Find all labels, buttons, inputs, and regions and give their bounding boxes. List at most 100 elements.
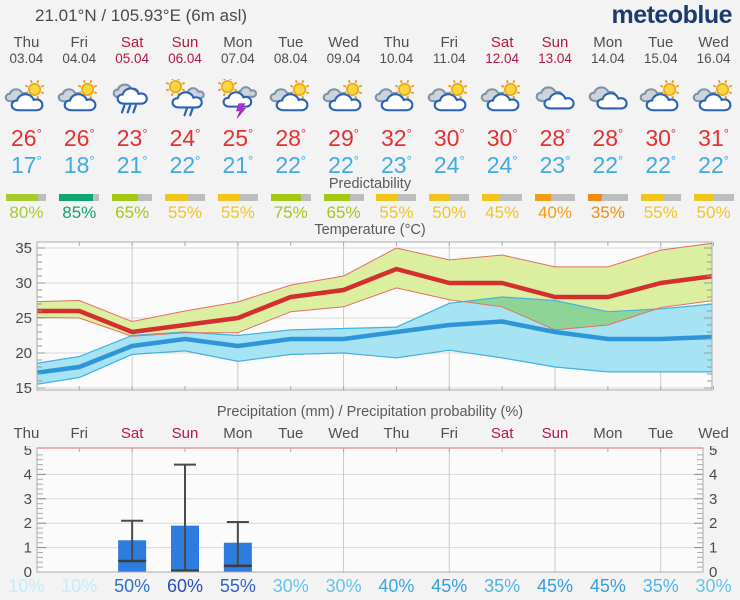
max-temperature: 30° <box>645 125 677 151</box>
day-column-header[interactable]: Fri 11.04 <box>423 34 476 66</box>
y-axis-label: 35 <box>15 240 32 257</box>
day-column-header[interactable]: Wed 09.04 <box>317 34 370 66</box>
day-date: 06.04 <box>168 51 202 66</box>
day-name: Fri <box>440 34 459 51</box>
day-column-header[interactable]: Tue 08.04 <box>264 34 317 66</box>
day-column-header[interactable]: Tue 15.04 <box>634 34 687 66</box>
max-temperature: 28° <box>275 125 307 151</box>
min-temperature: 22° <box>275 152 307 178</box>
thunderstorm-icon <box>217 79 257 119</box>
min-band-edge <box>37 296 712 364</box>
y-axis-label: 0 <box>24 564 32 578</box>
precipitation-probability: 30% <box>272 576 309 596</box>
predictability-bar <box>112 194 153 201</box>
day-column-header[interactable]: Mon 14.04 <box>581 34 634 66</box>
degree-symbol: ° <box>512 126 518 141</box>
predictability-bar-cell <box>317 194 370 201</box>
plot-background <box>37 448 703 572</box>
predictability-bar-cell <box>0 194 53 201</box>
predictability-percent-row: 80% 85% 65% 55% 55% 75% 65% 55% 50% 45% 40% 35% 55% 5… <box>0 203 740 223</box>
degree-symbol: ° <box>406 126 412 141</box>
precipitation-probability: 10% <box>8 576 45 596</box>
weather-icon-cell <box>581 79 634 119</box>
weather-icon-cell <box>370 79 423 119</box>
sun-cloud-icon <box>427 79 468 112</box>
max-temperature: 31° <box>698 125 729 151</box>
degree-symbol: ° <box>300 126 307 141</box>
y-axis-label-right: 3 <box>709 491 717 508</box>
precipitation-probability: 45% <box>536 576 573 596</box>
temperature-chart: 15 20 25 30 35 <box>15 240 715 397</box>
min-temperature-row: 17° 18° 21° 22° 21° 22° 22° 23° 24° 24° 23° 22° 22° 2… <box>0 148 740 178</box>
degree-symbol: ° <box>670 126 677 141</box>
day-name: Tue <box>648 34 674 51</box>
day-name: Mon <box>593 34 623 51</box>
predictability-bar <box>270 194 311 201</box>
degree-symbol: ° <box>618 153 624 168</box>
degree-symbol: ° <box>353 126 359 141</box>
predictability-bar-cell <box>687 194 740 201</box>
precip-day-name: Sat <box>120 425 144 442</box>
min-temperature: 17° <box>11 152 42 178</box>
predictability-bar <box>429 194 470 201</box>
cloudy-icon <box>588 86 628 110</box>
predictability-bar-fill <box>376 194 399 201</box>
day-header-row: Thu 03.04 Fri 04.04 Sat 05.04 Sun 06.04 Mon 07.04… <box>0 34 740 66</box>
day-name: Sat <box>490 34 514 51</box>
day-column-header[interactable]: Mon 07.04 <box>211 34 264 66</box>
day-column-header[interactable]: Thu 03.04 <box>0 34 53 66</box>
precipitation-probability-row: 10% 10% 50% 60% 55% 30% 30% 40% 45% 35% 45% 45% 35% 3… <box>0 576 740 597</box>
max-temperature: 25° <box>222 125 254 151</box>
predictability-bar-cell <box>53 194 106 201</box>
day-column-header[interactable]: Thu 10.04 <box>370 34 423 66</box>
predictability-bar <box>482 194 523 201</box>
predictability-percent: 80% <box>9 203 44 222</box>
day-column-header[interactable]: Wed 16.04 <box>687 34 740 66</box>
predictability-bar <box>217 194 258 201</box>
predictability-percent: 35% <box>590 203 625 222</box>
day-column-header[interactable]: Sat 05.04 <box>106 34 159 66</box>
day-column-header[interactable]: Fri 04.04 <box>53 34 106 66</box>
max-temperature: 29° <box>328 125 359 151</box>
degree-symbol: ° <box>195 126 201 141</box>
predictability-bar <box>376 194 417 201</box>
min-temperature: 24° <box>486 152 518 178</box>
day-date: 11.04 <box>432 51 466 66</box>
degree-symbol: ° <box>618 126 624 141</box>
day-name: Fri <box>70 34 89 51</box>
precipitation-probability: 35% <box>484 576 521 596</box>
precip-day-name: Mon <box>223 425 253 442</box>
day-name: Thu <box>13 34 40 51</box>
predictability-bar-cell <box>634 194 687 201</box>
max-temperature: 30° <box>433 125 465 151</box>
day-date: 03.04 <box>9 51 44 66</box>
min-temperature: 22° <box>698 152 729 178</box>
precipitation-probability: 45% <box>431 576 468 596</box>
max-temperature: 26° <box>11 125 42 151</box>
degree-symbol: ° <box>248 153 254 168</box>
predictability-bar-fill <box>112 194 139 201</box>
precipitation-probability: 50% <box>114 576 151 596</box>
precipitation-probability: 30% <box>325 576 362 596</box>
day-column-header[interactable]: Sun 06.04 <box>159 34 212 66</box>
day-column-header[interactable]: Sat 12.04 <box>476 34 529 66</box>
degree-symbol: ° <box>89 126 95 141</box>
precipitation-chart: 0 0 1 1 2 2 3 3 4 4 5 5 <box>24 446 718 578</box>
sun-cloud-icon <box>480 79 521 112</box>
predictability-percent: 50% <box>696 203 731 222</box>
max-temperature: 28° <box>539 125 571 151</box>
degree-symbol: ° <box>195 153 201 168</box>
day-column-header[interactable]: Sun 13.04 <box>529 34 582 66</box>
meteoblue-logo[interactable]: meteoblue <box>611 1 732 29</box>
predictability-bar-fill <box>429 194 450 201</box>
sun-cloud-icon <box>639 79 679 112</box>
degree-symbol: ° <box>459 153 465 168</box>
y-axis-label: 4 <box>24 466 32 483</box>
degree-symbol: ° <box>723 126 729 141</box>
predictability-bar-fill <box>217 194 240 201</box>
y-axis-label: 3 <box>24 491 32 508</box>
degree-symbol: ° <box>723 153 729 168</box>
predictability-percent: 85% <box>62 203 97 222</box>
predictability-bar-cell <box>211 194 264 201</box>
